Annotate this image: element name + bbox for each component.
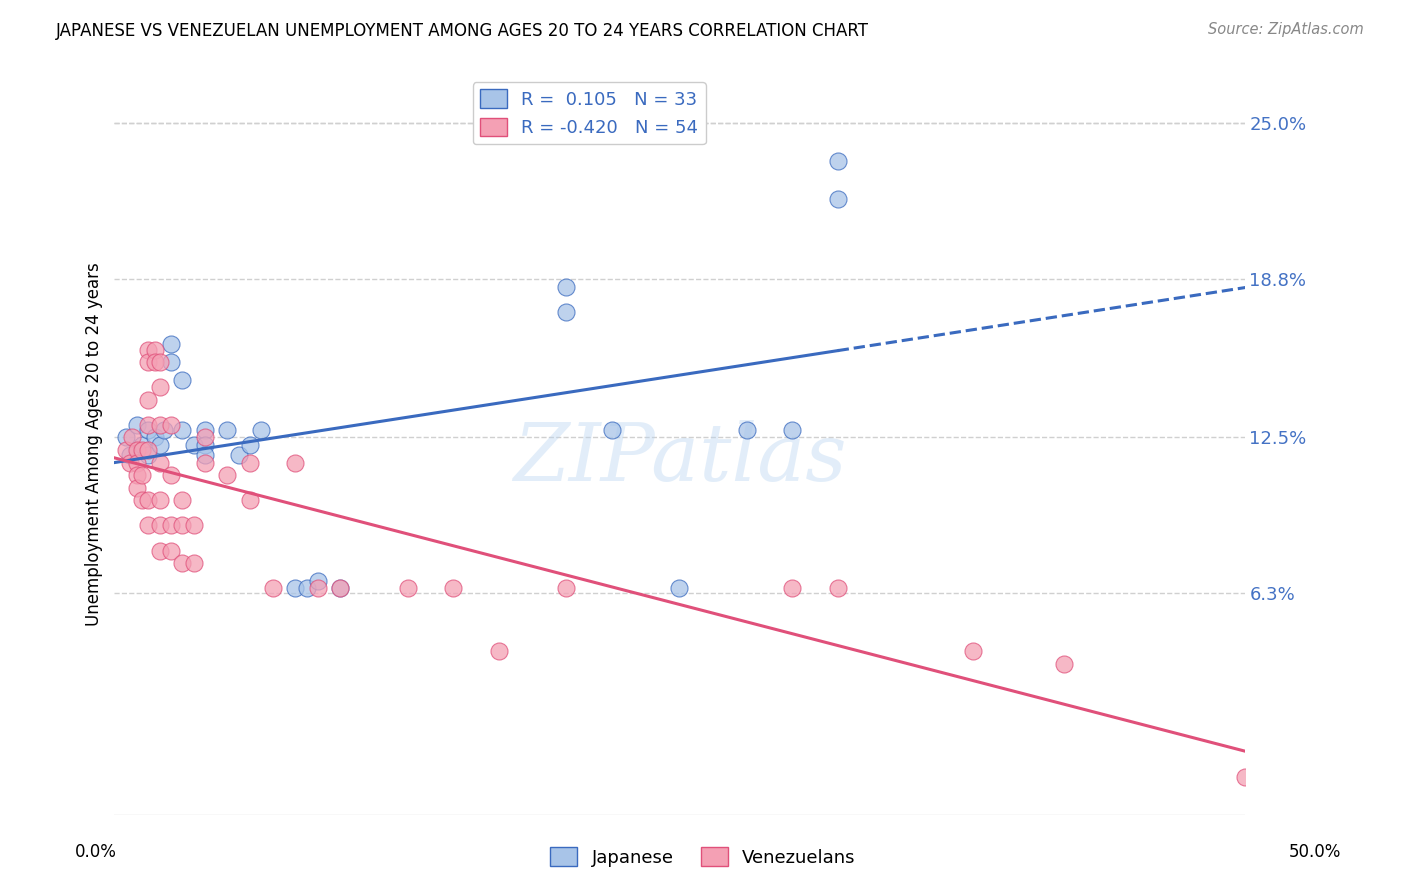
Point (136, 448, 159, 462)
Point (125, 481, 148, 495)
Point (1053, 657, 1076, 671)
Point (735, 423, 758, 437)
Point (149, 438, 172, 452)
Point (782, 582, 804, 596)
Point (160, 518, 183, 533)
Text: ZIPatlas: ZIPatlas (513, 420, 846, 498)
Point (183, 518, 205, 533)
Point (443, 582, 465, 596)
Point (125, 468, 148, 483)
Point (782, 423, 804, 437)
Point (827, 192, 849, 206)
Point (125, 417, 148, 432)
Point (194, 430, 217, 444)
Point (239, 456, 262, 470)
Point (160, 417, 183, 432)
Point (239, 493, 262, 508)
Point (172, 423, 194, 437)
Point (143, 343, 166, 357)
Point (555, 305, 578, 319)
Legend: Japanese, Venezuelans: Japanese, Venezuelans (543, 840, 863, 874)
Point (396, 582, 419, 596)
Point (153, 423, 176, 437)
Point (1233, 770, 1256, 784)
Point (284, 456, 307, 470)
Text: 50.0%: 50.0% (1288, 843, 1341, 861)
Point (295, 582, 318, 596)
Point (131, 493, 153, 508)
Point (555, 582, 578, 596)
Text: 0.0%: 0.0% (75, 843, 117, 861)
Point (250, 423, 273, 437)
Point (136, 355, 159, 369)
Point (194, 438, 217, 452)
Point (183, 438, 205, 452)
Point (239, 438, 262, 452)
Point (488, 644, 510, 658)
Point (827, 153, 849, 168)
Point (149, 417, 172, 432)
Point (160, 543, 183, 558)
Point (307, 574, 329, 588)
Text: JAPANESE VS VENEZUELAN UNEMPLOYMENT AMONG AGES 20 TO 24 YEARS CORRELATION CHART: JAPANESE VS VENEZUELAN UNEMPLOYMENT AMON… (56, 22, 869, 40)
Point (284, 582, 307, 596)
Point (600, 423, 623, 437)
Point (136, 518, 159, 533)
Point (329, 582, 352, 596)
Point (160, 468, 183, 483)
Point (125, 456, 148, 470)
Point (307, 582, 329, 596)
Point (149, 543, 172, 558)
Point (120, 456, 142, 470)
Point (136, 417, 159, 432)
Point (228, 448, 250, 462)
Point (827, 582, 849, 596)
Point (131, 468, 153, 483)
Point (194, 448, 217, 462)
Point (136, 343, 159, 357)
Point (114, 430, 136, 444)
Point (136, 392, 159, 407)
Point (125, 443, 148, 458)
Point (194, 456, 217, 470)
Point (962, 644, 984, 658)
Point (143, 430, 166, 444)
Point (131, 443, 153, 458)
Point (136, 443, 159, 458)
Point (194, 423, 217, 437)
Legend: R =  0.105   N = 33, R = -0.420   N = 54: R = 0.105 N = 33, R = -0.420 N = 54 (472, 82, 706, 145)
Point (149, 355, 172, 369)
Point (136, 493, 159, 508)
Text: Source: ZipAtlas.com: Source: ZipAtlas.com (1208, 22, 1364, 37)
Point (160, 355, 183, 369)
Point (136, 423, 159, 437)
Point (172, 556, 194, 570)
Point (555, 279, 578, 293)
Point (149, 456, 172, 470)
Point (121, 430, 143, 444)
Point (329, 582, 352, 596)
Point (172, 373, 194, 387)
Point (149, 518, 172, 533)
Y-axis label: Unemployment Among Ages 20 to 24 years: Unemployment Among Ages 20 to 24 years (86, 262, 103, 625)
Point (172, 493, 194, 508)
Point (131, 438, 153, 452)
Point (149, 493, 172, 508)
Point (114, 443, 136, 458)
Point (120, 448, 142, 462)
Point (183, 556, 205, 570)
Point (143, 355, 166, 369)
Point (262, 582, 284, 596)
Point (160, 337, 183, 351)
Point (149, 380, 172, 394)
Point (217, 468, 239, 483)
Point (668, 582, 690, 596)
Point (172, 518, 194, 533)
Point (217, 423, 239, 437)
